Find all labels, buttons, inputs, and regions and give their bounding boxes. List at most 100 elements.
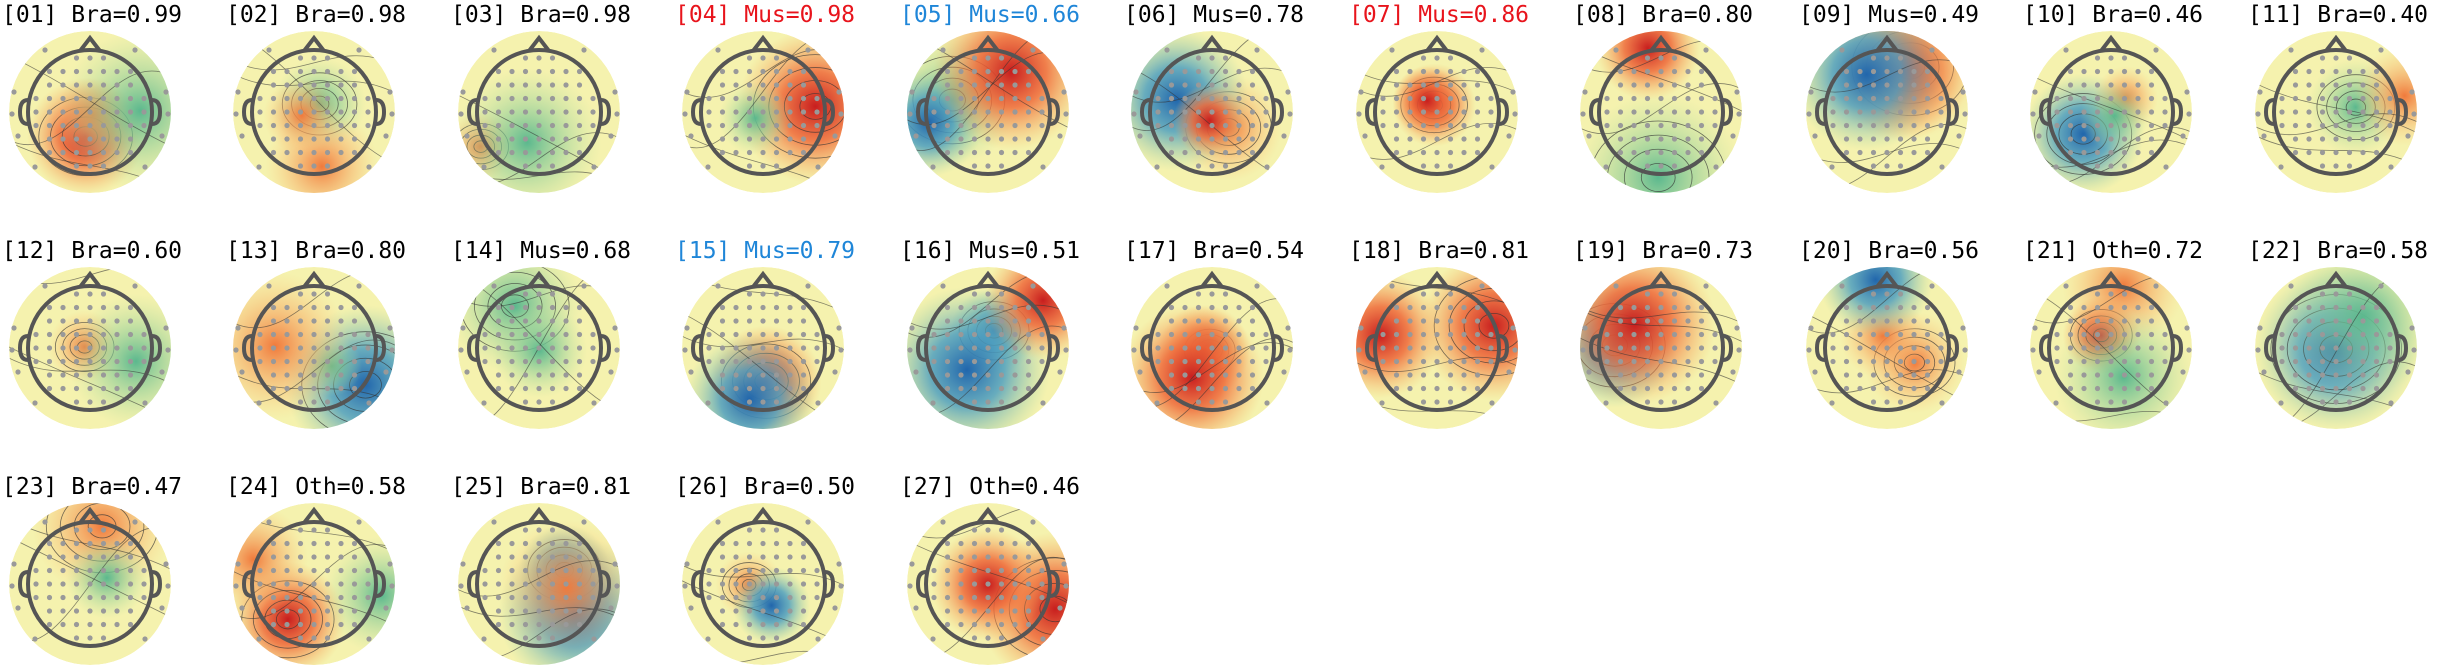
electrode [971, 55, 978, 61]
electrode [351, 608, 358, 614]
component-label: [04] Mus=0.98 [675, 2, 855, 28]
electrode [297, 318, 304, 324]
electrode [1393, 331, 1400, 338]
electrode [522, 399, 529, 405]
electrode [284, 358, 290, 365]
right-ear [2172, 98, 2184, 126]
electrode [2319, 95, 2326, 102]
electrode [2319, 385, 2326, 392]
head-outline [924, 520, 1052, 648]
electrode [2373, 358, 2380, 365]
topomap [907, 503, 1069, 665]
nose [751, 270, 775, 289]
electrode [2306, 345, 2312, 351]
map-blob [65, 536, 149, 620]
electrode [1582, 89, 1588, 95]
map-blob [59, 31, 171, 192]
electrode [1434, 109, 1440, 115]
electrode [549, 331, 556, 338]
electrode [60, 136, 66, 142]
electrode [1631, 372, 1637, 378]
electrode [1617, 372, 1624, 378]
electrode [495, 304, 502, 311]
electrode [1698, 304, 1705, 311]
electrode [590, 122, 596, 129]
electrode [1685, 318, 1691, 324]
electrode [233, 347, 239, 353]
electrode [985, 291, 991, 297]
component: [20] Bra=0.56 [1799, 238, 1979, 429]
electrode [464, 369, 470, 375]
electrode [495, 68, 502, 75]
electrode [907, 583, 913, 589]
electrode [2121, 68, 2128, 75]
electrode [460, 561, 466, 567]
left-ear [17, 334, 29, 362]
electrode [73, 136, 80, 142]
electrode [800, 581, 807, 587]
electrode [832, 605, 838, 611]
electrode [1843, 122, 1850, 129]
electrode [1644, 345, 1651, 351]
electrode [1870, 345, 1877, 351]
electrode [1698, 95, 1705, 102]
electrode [165, 111, 171, 117]
electrode [971, 149, 978, 156]
head-outline [699, 48, 827, 176]
electrode [706, 567, 712, 574]
electrode [576, 554, 583, 560]
contour [1640, 162, 1676, 192]
electrode [100, 621, 107, 628]
right-ear [824, 334, 836, 362]
electrode [324, 122, 331, 129]
electrode [114, 540, 120, 547]
electrode [1287, 111, 1293, 117]
nose [976, 270, 1000, 289]
electrode [522, 385, 529, 392]
electrode [1168, 304, 1175, 311]
electrode [141, 122, 147, 129]
electrode [1461, 331, 1467, 338]
electrode [297, 345, 304, 351]
electrode [141, 331, 147, 338]
electrode [1604, 122, 1610, 129]
electrode [1039, 594, 1045, 601]
electrode [2054, 331, 2060, 338]
electrode [1698, 318, 1705, 324]
electrode [536, 291, 542, 297]
electrode [270, 608, 277, 614]
electrode [1712, 95, 1718, 102]
electrode [612, 325, 618, 331]
electrode [1222, 331, 1229, 338]
electrode [1884, 55, 1890, 61]
electrode [2292, 358, 2299, 365]
electrode [127, 318, 134, 324]
electrode [387, 561, 393, 567]
electrode [612, 89, 618, 95]
electrode [2030, 111, 2036, 117]
electrode [985, 163, 991, 169]
electrode [2333, 122, 2339, 129]
electrode [1407, 345, 1413, 351]
electrode [2319, 109, 2326, 115]
electrode [1012, 567, 1018, 574]
electrode [1884, 136, 1890, 142]
electrode [1512, 111, 1518, 117]
electrode [536, 540, 542, 547]
electrode [1407, 304, 1413, 311]
electrode [1474, 331, 1481, 338]
electrode [563, 149, 569, 156]
electrode [958, 318, 964, 324]
electrode [351, 358, 358, 365]
electrode [931, 581, 937, 587]
electrode [805, 47, 811, 53]
electrode [100, 291, 107, 297]
electrode [270, 567, 277, 574]
nose [1649, 34, 1673, 53]
electrode [773, 82, 780, 88]
electrode [522, 372, 529, 378]
electrode [1447, 109, 1454, 115]
electrode [1025, 109, 1032, 115]
electrode [733, 304, 739, 311]
electrode [1420, 345, 1427, 351]
